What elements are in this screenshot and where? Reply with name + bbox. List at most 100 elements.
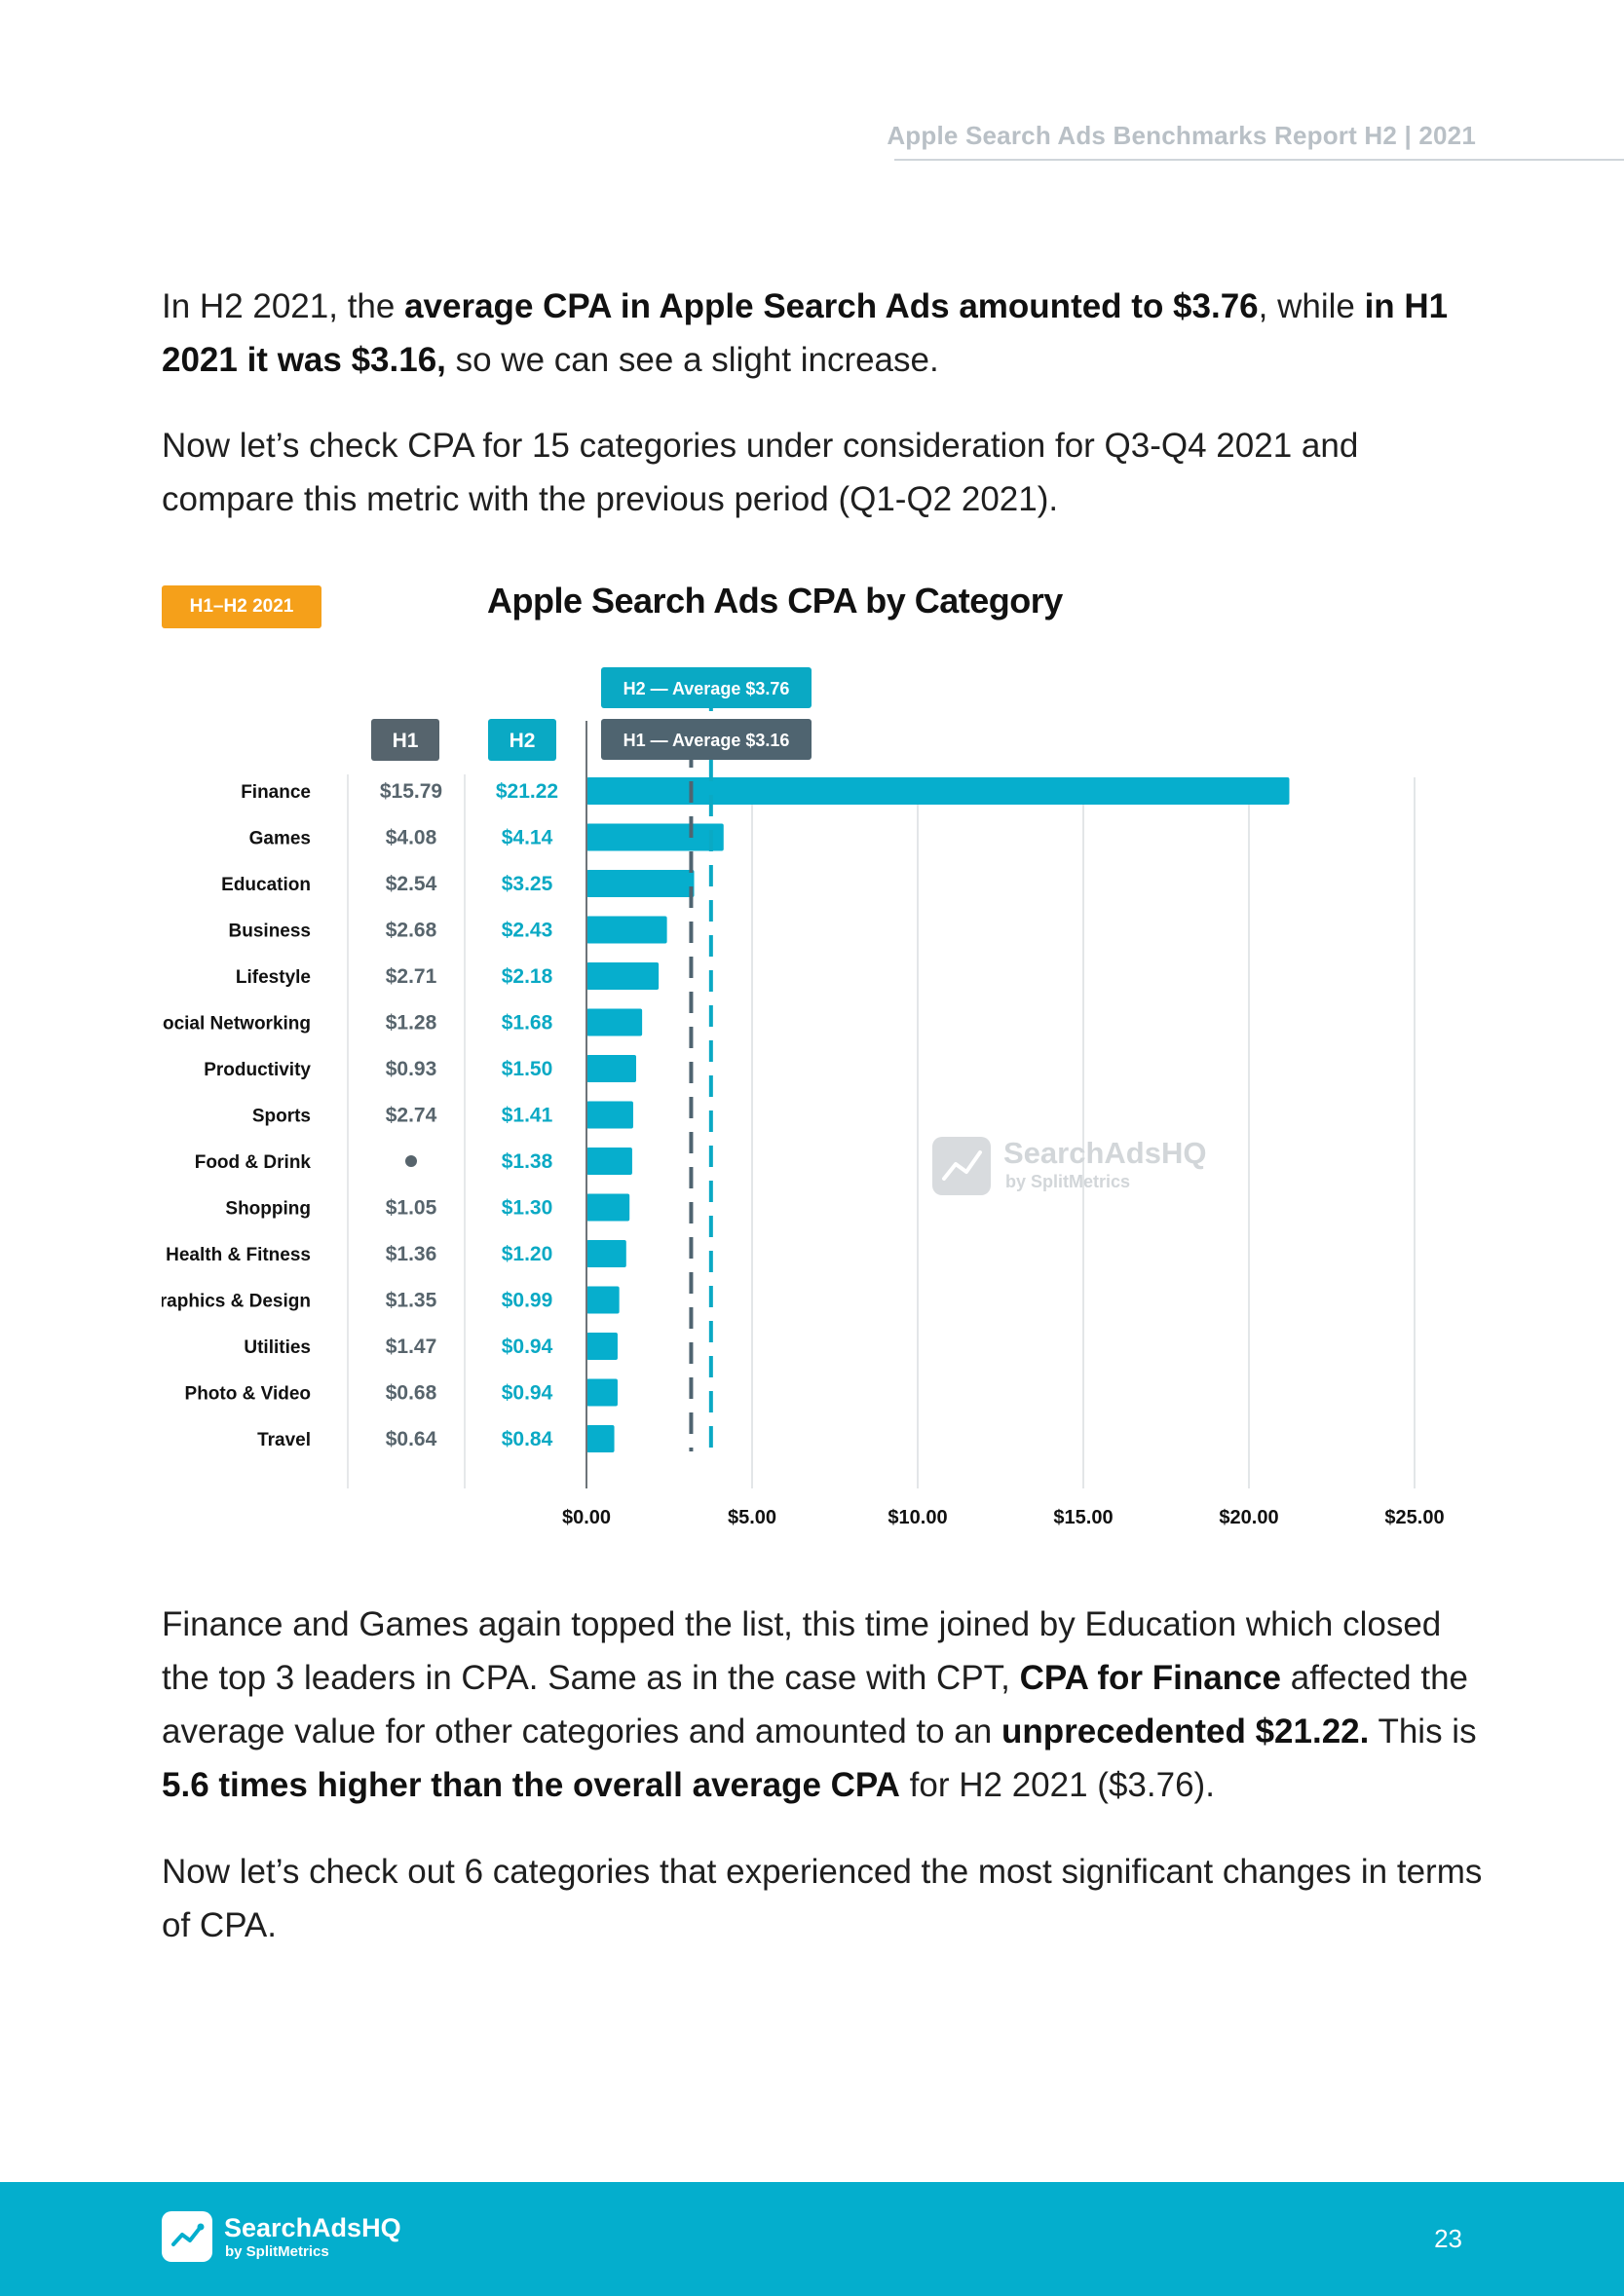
bar-business — [586, 916, 667, 944]
h2-value-label: $1.20 — [502, 1243, 553, 1265]
paragraph-run: so we can see a slight increase. — [445, 341, 939, 379]
h2-value-label: $1.41 — [502, 1105, 553, 1127]
paragraph-run: unprecedented $21.22. — [1001, 1713, 1370, 1750]
h2-value-label: $1.50 — [502, 1058, 553, 1080]
category-label: Utilities — [244, 1337, 311, 1358]
bar-shopping — [586, 1193, 630, 1222]
bar-travel — [586, 1425, 615, 1452]
paragraph-average-cpa: In H2 2021, the average CPA in Apple Sea… — [162, 280, 1487, 387]
bar-sports — [586, 1101, 633, 1129]
footer-brand: SearchAdsHQ — [224, 2213, 401, 2242]
bar-utilities — [586, 1333, 618, 1360]
category-label: Sports — [252, 1107, 311, 1127]
h1-value-label: $1.28 — [386, 1012, 437, 1035]
column-header-label: H1 — [393, 730, 419, 752]
category-label: Shopping — [225, 1199, 311, 1220]
h2-value-label: $0.99 — [502, 1290, 553, 1312]
category-label: Graphics & Design — [162, 1292, 311, 1312]
watermark-brand: SearchAdsHQ — [1003, 1136, 1206, 1170]
h1-value-label: $1.05 — [386, 1197, 437, 1220]
x-tick-label: $15.00 — [1053, 1507, 1113, 1528]
page-number: 23 — [1434, 2224, 1462, 2253]
paragraph-run: average CPA in Apple Search Ads amounted… — [404, 287, 1259, 325]
paragraph-finance-games: Finance and Games again topped the list,… — [162, 1598, 1487, 1812]
h1-value-label: $0.64 — [386, 1428, 437, 1450]
x-tick-label: $25.00 — [1384, 1507, 1444, 1528]
h1-missing-dot — [405, 1155, 417, 1167]
bar-food-drink — [586, 1148, 632, 1175]
h2-value-label: $1.38 — [502, 1150, 553, 1173]
category-label: Games — [249, 829, 311, 849]
x-tick-label: $20.00 — [1219, 1507, 1278, 1528]
column-header-badge — [371, 719, 439, 761]
paragraph-run: 5.6 times higher than the overall averag… — [162, 1766, 900, 1804]
footer-brand-sub: by SplitMetrics — [225, 2243, 329, 2260]
average-label: H2 — Average $3.76 — [623, 679, 790, 698]
x-tick-label: $5.00 — [728, 1507, 776, 1528]
paragraph-check-categories: Now let’s check CPA for 15 categories un… — [162, 419, 1487, 526]
category-label: Productivity — [204, 1060, 311, 1080]
paragraph-run: , while — [1258, 287, 1365, 325]
header-divider — [894, 159, 1624, 161]
column-header-label: H2 — [510, 730, 536, 752]
h2-value-label: $2.43 — [502, 920, 553, 942]
category-label: Finance — [241, 782, 311, 803]
h2-value-label: $21.22 — [496, 780, 558, 803]
category-label: Education — [221, 875, 311, 895]
h2-value-label: $4.14 — [502, 827, 553, 849]
category-label: Social Networking — [162, 1014, 311, 1035]
bar-lifestyle — [586, 962, 660, 990]
average-label: H1 — Average $3.16 — [623, 731, 790, 750]
paragraph-run: for H2 2021 ($3.76). — [899, 1766, 1215, 1804]
paragraph-run: Now let’s check CPA for 15 categories un… — [162, 427, 1359, 518]
h2-value-label: $2.18 — [502, 965, 553, 988]
watermark-logo-mark — [942, 1150, 982, 1181]
h1-value-label: $2.68 — [386, 920, 437, 942]
watermark-brand-sub: by SplitMetrics — [1005, 1172, 1130, 1191]
h2-value-label: $0.94 — [502, 1382, 553, 1405]
x-tick-label: $10.00 — [888, 1507, 947, 1528]
h1-value-label: $15.79 — [380, 780, 442, 803]
h1-value-label: $0.68 — [386, 1382, 437, 1405]
bar-education — [586, 870, 695, 897]
cpa-by-category-chart: H1 H2 Finance $15.79 $21.22 Games $4.08 $4.14 Ed… — [162, 667, 1445, 1528]
paragraph-run: In H2 2021, the — [162, 287, 405, 325]
h1-value-label: $2.54 — [386, 873, 437, 895]
h1-value-label: $2.71 — [386, 965, 437, 988]
category-label: Business — [229, 922, 311, 942]
h2-value-label: $3.25 — [502, 873, 553, 895]
paragraph-run: CPA for Finance — [1019, 1659, 1281, 1697]
period-tag: H1–H2 2021 — [162, 585, 321, 628]
x-tick-label: $0.00 — [562, 1507, 611, 1528]
paragraph-run: in H1 2021 it was $3.16, — [162, 287, 1449, 379]
footer-bar — [0, 2182, 1624, 2296]
category-label: Photo & Video — [185, 1384, 311, 1405]
h1-value-label: $1.35 — [386, 1290, 437, 1312]
footer-logo-icon — [162, 2211, 212, 2262]
bar-graphics-design — [586, 1286, 620, 1314]
category-label: Food & Drink — [195, 1152, 312, 1173]
bar-social-networking — [586, 1008, 643, 1036]
average-label-box — [601, 719, 812, 760]
h1-value-label: $4.08 — [386, 827, 437, 849]
bar-photo-video — [586, 1378, 618, 1407]
category-label: Travel — [257, 1430, 311, 1450]
paragraph-run: This is — [1369, 1713, 1477, 1750]
h2-value-label: $1.68 — [502, 1012, 553, 1035]
h1-value-label: $0.93 — [386, 1058, 437, 1080]
h2-value-label: $1.30 — [502, 1197, 553, 1220]
paragraph-run: affected the average value for other cat… — [162, 1659, 1469, 1750]
average-label-box — [601, 667, 812, 708]
h2-value-label: $0.94 — [502, 1336, 553, 1358]
category-label: Lifestyle — [236, 967, 311, 988]
h1-value-label: $1.36 — [386, 1243, 437, 1265]
bar-health-fitness — [586, 1240, 626, 1267]
paragraph-run: Now let’s check out 6 categories that ex… — [162, 1853, 1483, 1944]
h1-value-label: $2.74 — [386, 1105, 437, 1127]
chart-title: Apple Search Ads CPA by Category — [487, 581, 1063, 621]
h1-value-label: $1.47 — [386, 1336, 437, 1358]
column-header-badge — [488, 719, 556, 761]
h2-value-label: $0.84 — [502, 1428, 553, 1450]
paragraph-six-categories: Now let’s check out 6 categories that ex… — [162, 1845, 1487, 1952]
report-header-title: Apple Search Ads Benchmarks Report H2 | … — [887, 121, 1476, 150]
